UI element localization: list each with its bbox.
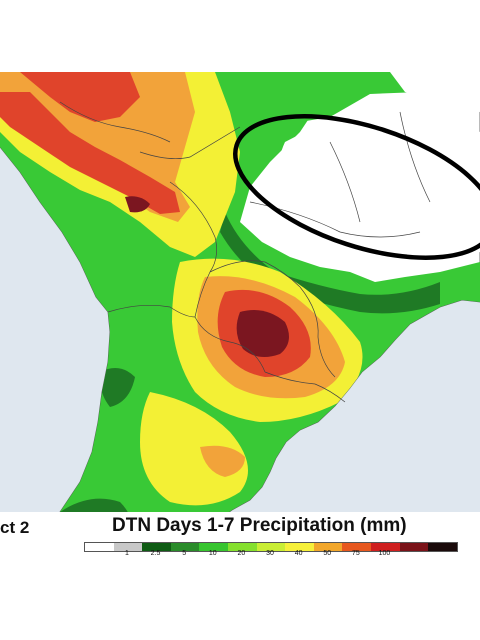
legend-title: DTN Days 1-7 Precipitation (mm): [112, 515, 407, 536]
orange-zone-south: [200, 445, 245, 477]
precipitation-map: [0, 72, 480, 565]
colorbar-swatch: [85, 543, 114, 551]
red-zone-andes: [0, 92, 180, 214]
colorbar-swatch: [170, 543, 200, 551]
dry-area-north: [390, 72, 480, 112]
maroon-patch-andes: [125, 196, 150, 213]
colorbar-tick-label: 20: [237, 550, 246, 557]
colorbar-swatch: [371, 543, 400, 551]
colorbar-tick-label: 50: [323, 550, 332, 557]
dry-region-highlight-ellipse: [233, 114, 480, 260]
colorbar-swatch: [228, 543, 257, 551]
yellow-zone-south: [140, 392, 248, 506]
colorbar-swatch: [428, 543, 457, 551]
dry-area-brazil: [273, 102, 480, 274]
forecast-date-label: ct 2: [0, 518, 30, 537]
map-svg: [0, 72, 480, 565]
maroon-core: [236, 309, 289, 358]
colorbar-swatch: [256, 543, 286, 551]
legend-panel: ct 2 DTN Days 1-7 Precipitation (mm) 1 2.…: [0, 512, 480, 565]
colorbar-swatch: [199, 543, 229, 551]
red-zone-andes-north: [20, 72, 140, 122]
colorbar-tick-label: 100: [378, 550, 391, 557]
colorbar-tick-label: 1: [124, 550, 129, 557]
dark-green-band-coast: [220, 212, 440, 314]
colorbar-swatch: [399, 543, 429, 551]
colorbar-swatch: [342, 543, 372, 551]
colorbar-tick-labels: 1 2.5 5 10 20 30 40 50 75 100: [84, 550, 456, 562]
country-borders: [59, 101, 431, 403]
colorbar-tick-label: 40: [294, 550, 303, 557]
colorbar-tick-label: 30: [266, 550, 274, 557]
colorbar-tick-label: 2.5: [150, 550, 161, 557]
colorbar-swatch: [113, 543, 143, 551]
colorbar-swatch: [285, 543, 314, 551]
colorbar-tick-label: 5: [182, 550, 187, 557]
colorbar-tick-label: 10: [208, 550, 217, 557]
precipitation-colorbar: [84, 542, 458, 552]
colorbar-swatch: [142, 543, 171, 551]
colorbar-swatch: [313, 543, 343, 551]
dark-green-patch-west: [99, 368, 135, 407]
colorbar-tick-label: 75: [351, 550, 360, 557]
